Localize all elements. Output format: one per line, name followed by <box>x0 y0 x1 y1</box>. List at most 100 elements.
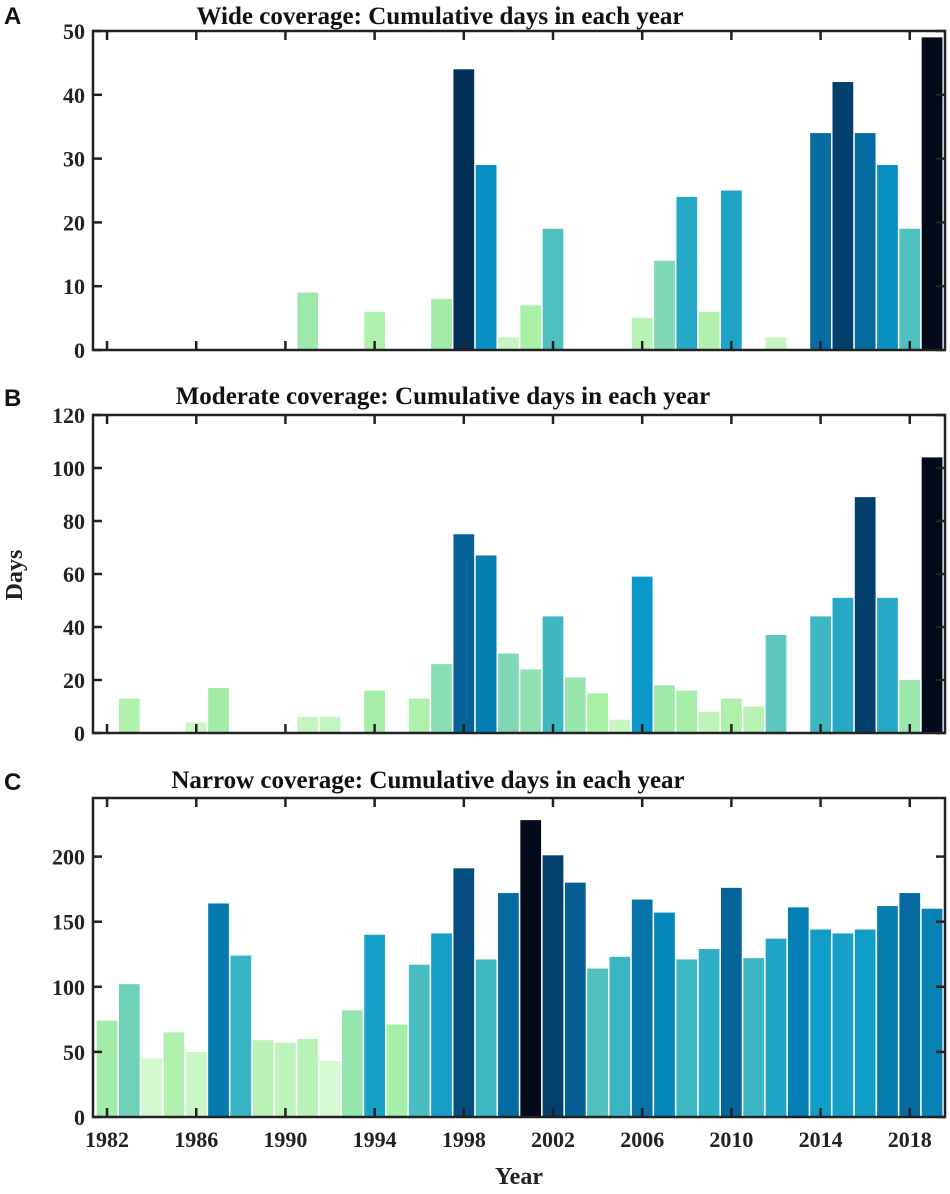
bar-c-1987 <box>208 903 229 1117</box>
bar-a-2014 <box>810 133 831 350</box>
bar-a-1991 <box>297 292 319 350</box>
bar-c-1985 <box>163 1032 185 1117</box>
bar-b-1983 <box>118 698 140 733</box>
y-tick-label: 0 <box>74 1105 85 1130</box>
y-tick-label: 30 <box>63 147 85 172</box>
bar-b-1992 <box>319 717 341 733</box>
bar-b-1997 <box>431 664 452 733</box>
x-tick-label: 1982 <box>85 1127 129 1152</box>
bar-c-2014 <box>810 929 831 1117</box>
y-tick-label: 120 <box>52 403 85 428</box>
bar-a-2009 <box>698 311 720 350</box>
bar-a-1999 <box>475 164 497 350</box>
bar-c-1996 <box>408 964 430 1117</box>
bar-b-2007 <box>654 685 675 733</box>
bar-c-2013 <box>787 907 809 1117</box>
y-tick-label: 150 <box>52 910 85 935</box>
bar-c-2009 <box>698 949 720 1117</box>
y-axis-label: Days <box>2 550 28 601</box>
bar-c-2007 <box>654 912 675 1117</box>
bar-a-2002 <box>542 228 564 350</box>
bar-c-2012 <box>765 938 787 1117</box>
bar-a-1998 <box>453 69 475 350</box>
panel-c-title: Narrow coverage: Cumulative days in each… <box>171 767 684 794</box>
bar-b-2018 <box>899 680 921 733</box>
bar-c-1995 <box>386 1024 408 1117</box>
bar-b-1987 <box>208 687 229 733</box>
bar-a-2017 <box>877 164 898 350</box>
x-tick-label: 2010 <box>709 1127 753 1152</box>
bar-a-2007 <box>654 260 675 350</box>
y-tick-label: 10 <box>63 274 85 299</box>
bar-c-1990 <box>275 1042 296 1117</box>
bar-c-2015 <box>832 933 854 1117</box>
bar-c-2006 <box>631 899 653 1117</box>
bar-b-2004 <box>587 693 608 733</box>
bar-c-2018 <box>899 893 921 1117</box>
bar-a-2008 <box>676 196 698 350</box>
bar-c-2011 <box>743 958 765 1117</box>
bar-b-2019 <box>921 457 943 733</box>
bar-c-2019 <box>921 908 943 1117</box>
bar-a-2016 <box>854 133 876 350</box>
bar-b-2008 <box>676 690 698 733</box>
y-tick-label: 0 <box>74 721 85 746</box>
bar-c-2017 <box>877 906 898 1117</box>
bar-c-2005 <box>609 956 631 1117</box>
bar-b-1991 <box>297 717 319 733</box>
y-tick-label: 0 <box>74 338 85 363</box>
panel-b-title: Moderate coverage: Cumulative days in ea… <box>176 383 711 410</box>
bar-c-2000 <box>498 893 519 1117</box>
panel-letter-b: B <box>4 385 21 412</box>
bar-a-2015 <box>832 82 854 350</box>
bar-b-2011 <box>743 706 765 733</box>
bar-b-2016 <box>854 497 876 733</box>
bar-b-1999 <box>475 555 497 733</box>
x-tick-label: 1994 <box>353 1127 397 1152</box>
bar-c-2002 <box>542 855 564 1117</box>
bar-c-2010 <box>721 887 742 1117</box>
y-tick-label: 100 <box>52 975 85 1000</box>
bar-b-2009 <box>698 711 720 733</box>
y-tick-label: 100 <box>52 456 85 481</box>
bar-c-1983 <box>118 984 140 1117</box>
x-axis-label: Year <box>495 1164 543 1190</box>
bar-b-1998 <box>453 534 475 733</box>
bar-c-1993 <box>341 1010 363 1117</box>
bar-c-1982 <box>96 1020 118 1117</box>
bar-a-2001 <box>520 305 542 350</box>
bar-a-1997 <box>431 298 452 350</box>
bar-a-1994 <box>364 311 385 350</box>
bar-a-2018 <box>899 228 921 350</box>
y-tick-label: 60 <box>63 562 85 587</box>
bar-b-2001 <box>520 669 542 733</box>
bar-b-2006 <box>631 576 653 733</box>
axes-box <box>91 796 947 1119</box>
x-tick-label: 1986 <box>174 1127 218 1152</box>
bar-c-2003 <box>564 882 586 1117</box>
y-tick-label: 200 <box>52 845 85 870</box>
x-tick-label: 2018 <box>888 1127 932 1152</box>
y-tick-label: 40 <box>63 615 85 640</box>
bar-c-1989 <box>252 1040 274 1117</box>
bar-c-1998 <box>453 868 475 1117</box>
bar-b-1996 <box>408 698 430 733</box>
bar-c-2008 <box>676 959 698 1117</box>
bar-b-2010 <box>721 698 742 733</box>
bar-c-1997 <box>431 933 452 1117</box>
bar-c-1984 <box>141 1058 163 1117</box>
y-tick-label: 20 <box>63 210 85 235</box>
bar-c-1991 <box>297 1038 319 1117</box>
bar-a-2012 <box>765 337 787 350</box>
bar-b-2003 <box>564 677 586 733</box>
bar-b-2012 <box>765 634 787 733</box>
bar-b-2002 <box>542 616 564 733</box>
x-tick-label: 2002 <box>531 1127 575 1152</box>
bar-c-1999 <box>475 959 497 1117</box>
bar-a-2006 <box>631 318 653 350</box>
x-tick-label: 2014 <box>799 1127 843 1152</box>
bar-c-1992 <box>319 1061 341 1117</box>
y-tick-label: 50 <box>63 1040 85 1065</box>
bar-c-1988 <box>230 955 252 1117</box>
